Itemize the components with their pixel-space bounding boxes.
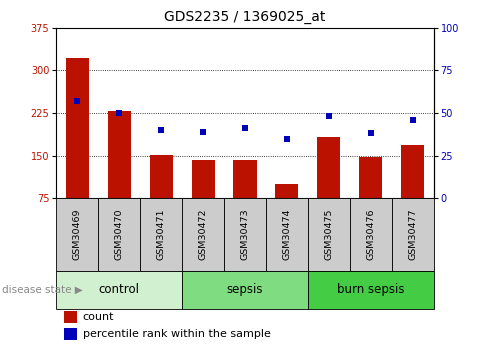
Point	[409, 117, 416, 122]
Point	[199, 129, 207, 135]
Text: GSM30471: GSM30471	[157, 209, 166, 260]
Text: count: count	[83, 312, 114, 322]
Text: disease state ▶: disease state ▶	[2, 285, 83, 295]
Text: GSM30474: GSM30474	[282, 209, 292, 260]
Bar	[308, 198, 350, 271]
Bar	[233, 160, 257, 198]
Point	[241, 126, 249, 131]
Bar	[275, 184, 298, 198]
Point	[157, 127, 165, 133]
Bar	[350, 198, 392, 271]
Bar	[140, 198, 182, 271]
Bar	[266, 198, 308, 271]
Bar	[56, 198, 98, 271]
Bar	[149, 155, 172, 198]
Bar	[64, 328, 77, 340]
Title: GDS2235 / 1369025_at: GDS2235 / 1369025_at	[164, 10, 326, 24]
Point	[74, 98, 81, 104]
Bar	[66, 58, 89, 198]
Bar	[64, 310, 77, 323]
Text: GSM30476: GSM30476	[366, 209, 375, 260]
Bar	[224, 198, 266, 271]
Text: burn sepsis: burn sepsis	[337, 283, 405, 296]
Text: GSM30477: GSM30477	[408, 209, 417, 260]
Bar	[308, 271, 434, 309]
Point	[283, 136, 291, 141]
Bar	[401, 146, 424, 198]
Text: GSM30475: GSM30475	[324, 209, 333, 260]
Text: GSM30472: GSM30472	[198, 209, 208, 260]
Bar	[98, 198, 140, 271]
Bar	[392, 198, 434, 271]
Text: percentile rank within the sample: percentile rank within the sample	[83, 329, 270, 339]
Text: control: control	[98, 283, 140, 296]
Bar	[318, 137, 341, 198]
Bar	[192, 160, 215, 198]
Point	[367, 131, 375, 136]
Bar	[359, 157, 382, 198]
Bar	[182, 198, 224, 271]
Point	[325, 114, 333, 119]
Text: GSM30473: GSM30473	[241, 209, 249, 260]
Text: GSM30470: GSM30470	[115, 209, 124, 260]
Bar	[108, 111, 131, 198]
Bar	[56, 271, 182, 309]
Bar	[182, 271, 308, 309]
Text: GSM30469: GSM30469	[73, 209, 82, 260]
Text: sepsis: sepsis	[227, 283, 263, 296]
Point	[115, 110, 123, 116]
